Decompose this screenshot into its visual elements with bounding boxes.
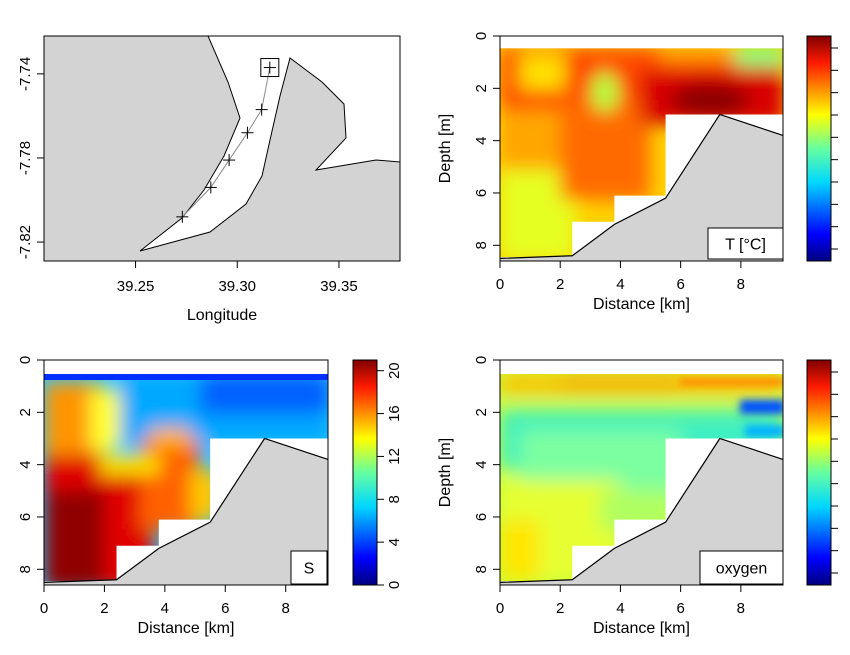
map-y-tick-label: -7.74 <box>17 57 34 91</box>
colorbar-tick-label: 20 <box>386 362 403 379</box>
map-y-tick-label: -7.82 <box>17 225 34 259</box>
map-x-axis: 39.25 39.30 39.35 <box>117 260 358 295</box>
section-surface-mask <box>500 36 783 49</box>
y-tick-label: 8 <box>17 565 34 573</box>
x-tick-label: 4 <box>161 600 169 617</box>
map-x-label: Longitude <box>187 307 257 324</box>
y-axis-label: Depth [m] <box>437 438 454 507</box>
transect-line <box>181 67 271 218</box>
map-panel: 39.25 39.30 39.35 -7.74 -7.78 -7.82 Longitud… <box>17 35 401 324</box>
station-markers <box>176 58 280 223</box>
colorbar-tick-label: 12 <box>386 448 403 465</box>
y-tick-label: 8 <box>473 241 490 249</box>
legend-label: S <box>304 561 315 578</box>
map-y-axis: -7.74 -7.78 -7.82 <box>17 57 45 259</box>
x-tick-label: 8 <box>737 276 745 293</box>
y-tick-label: 4 <box>17 460 34 468</box>
y-tick-label: 8 <box>473 565 490 573</box>
y-tick-label: 0 <box>473 356 490 364</box>
map-y-tick-label: -7.78 <box>17 141 34 175</box>
legend-label: oxygen <box>716 561 768 578</box>
y-tick-label: 0 <box>17 356 34 364</box>
x-tick-label: 0 <box>496 600 504 617</box>
x-tick-label: 6 <box>221 600 229 617</box>
x-tick-label: 0 <box>40 600 48 617</box>
salinity-panel <box>44 374 328 584</box>
x-tick-label: 6 <box>676 600 684 617</box>
colorbar <box>806 359 832 586</box>
seafloor-area <box>500 114 783 261</box>
section-surface-mask <box>44 360 328 373</box>
y-tick-label: 2 <box>17 408 34 416</box>
x-axis-label: Distance [km] <box>138 620 235 637</box>
section-overlays: T [°C] S oxygen <box>43 35 784 586</box>
x-tick-label: 6 <box>676 276 684 293</box>
legend-box <box>707 227 784 260</box>
x-tick-label: 2 <box>556 276 564 293</box>
seafloor-line <box>499 113 784 259</box>
x-axis-label: Distance [km] <box>593 620 690 637</box>
y-tick-label: 6 <box>17 513 34 521</box>
section-surface-mask <box>500 360 783 373</box>
y-tick-label: 6 <box>473 513 490 521</box>
x-tick-label: 8 <box>737 600 745 617</box>
legend-box <box>290 550 328 585</box>
x-tick-label: 4 <box>616 276 624 293</box>
y-tick-label: 4 <box>473 136 490 144</box>
map-x-tick-label: 39.35 <box>320 278 358 295</box>
section-axes: 0 2 4 6 8 Distance [km] 0 2 4 6 8 Depth [m] 0 2 4 6 8 Dis… <box>17 32 838 637</box>
seafloor-area <box>500 438 783 585</box>
colorbar <box>806 35 832 262</box>
y-tick-label: 6 <box>473 189 490 197</box>
x-tick-label: 4 <box>616 600 624 617</box>
legend-box <box>699 550 784 585</box>
y-axis-label: Depth [m] <box>437 114 454 183</box>
salinity-field <box>44 374 328 584</box>
seafloor-line <box>43 437 329 583</box>
colorbar-tick-label: 4 <box>386 538 403 546</box>
x-tick-label: 0 <box>496 276 504 293</box>
colorbar-tick-label: 0 <box>386 581 403 589</box>
seafloor-area <box>44 438 328 585</box>
colorbar <box>352 359 378 586</box>
y-tick-label: 2 <box>473 408 490 416</box>
x-tick-label: 2 <box>100 600 108 617</box>
colorbar-tick-label: 8 <box>386 495 403 503</box>
legend-label: T [°C] <box>725 237 766 254</box>
y-tick-label: 4 <box>473 460 490 468</box>
y-tick-label: 0 <box>473 32 490 40</box>
seafloor-line <box>499 437 784 583</box>
map-x-tick-label: 39.30 <box>218 278 256 295</box>
colorbar-tick-label: 16 <box>386 405 403 422</box>
x-tick-label: 2 <box>556 600 564 617</box>
x-axis-label: Distance [km] <box>593 296 690 313</box>
x-tick-label: 8 <box>282 600 290 617</box>
map-x-tick-label: 39.25 <box>117 278 155 295</box>
highlighted-station-box <box>260 58 280 78</box>
map-water-channel <box>139 35 401 252</box>
y-tick-label: 2 <box>473 84 490 92</box>
